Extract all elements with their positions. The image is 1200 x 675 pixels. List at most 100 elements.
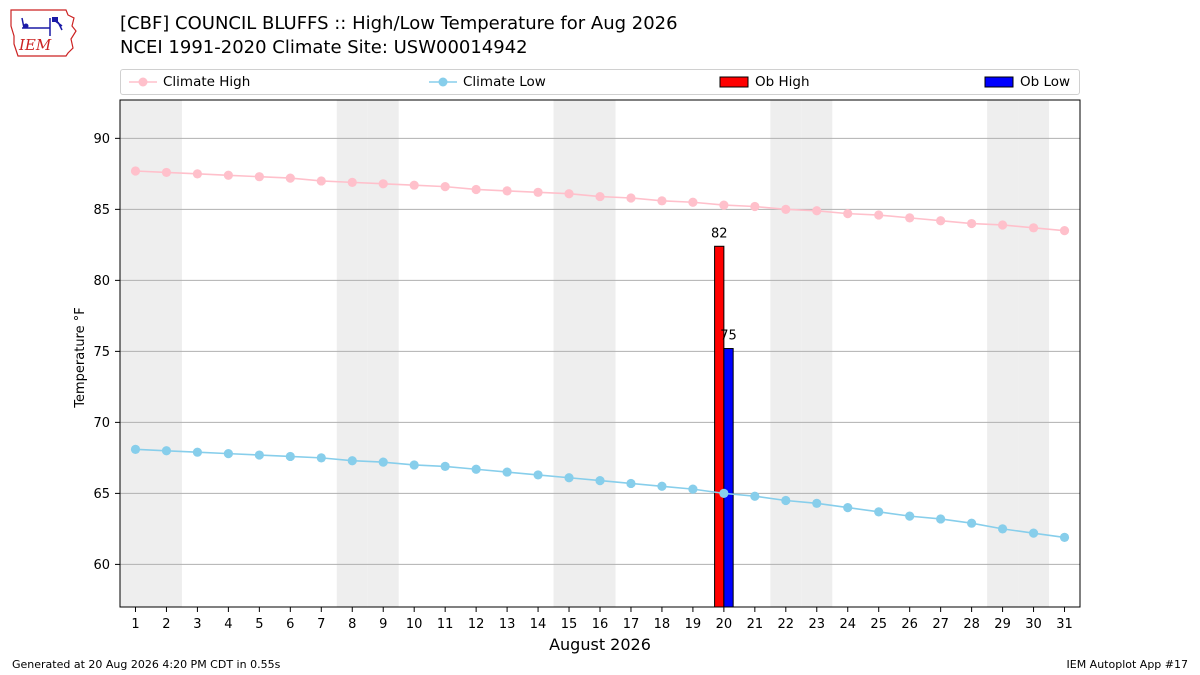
weekend-bands [120,100,1050,607]
x-tick-label-19: 19 [685,617,702,632]
x-tick-label-29: 29 [994,617,1011,632]
x-axis: 1 2 3 4 5 6 7 8 9 10 11 12 13 14 15 16 17 18 19 20 21 22 23 24 2… [131,607,1073,632]
climate-high-point-14 [533,187,543,197]
x-tick-label-13: 13 [499,617,516,632]
climate-high-point-19 [688,197,698,207]
iowa-outline-shape [10,9,77,57]
x-tick-label-2: 2 [162,617,170,632]
weather-instrument-icon [21,17,63,36]
climate-high-point-13 [502,186,512,196]
x-tick-label-18: 18 [654,617,671,632]
climate-low-point-16 [595,476,605,486]
climate-low-point-12 [471,464,481,474]
climate-low-point-15 [564,473,574,483]
ob-high-swatch-icon [719,76,749,88]
climate-low-point-14 [533,470,543,480]
weekend-band-16 [584,100,616,607]
climate-high-point-11 [440,182,450,192]
x-tick-label-20: 20 [716,617,733,632]
ob-high-bar-20 [714,245,725,608]
grid-lines [120,137,1080,565]
climate-high-point-21 [750,201,760,212]
ob-high-value-label-20: 82 [711,226,728,241]
climate-high-point-1 [130,166,141,176]
y-tick-label-80: 80 [93,274,110,289]
climate-low-point-8 [347,456,357,466]
weekend-band-9 [367,100,399,607]
climate-high-point-4 [223,170,233,180]
climate-high-point-24 [843,209,853,219]
x-tick-label-26: 26 [901,617,918,632]
climate-low-point-28 [967,518,977,528]
climate-high-point-15 [564,189,574,199]
climate-high-point-3 [192,169,203,179]
x-tick-label-5: 5 [255,617,263,632]
climate-low-point-22 [781,495,791,506]
climate-high-point-25 [874,210,884,220]
x-tick-label-8: 8 [348,617,356,632]
x-tick-label-24: 24 [839,617,856,632]
y-tick-label-60: 60 [93,558,110,573]
y-axis: 60 65 70 75 80 85 90 [93,132,120,573]
x-tick-label-23: 23 [809,617,826,632]
weekend-band-29 [987,100,1019,607]
chart-subtitle: NCEI 1991-2020 Climate Site: USW00014942 [120,37,528,58]
climate-high-point-6 [285,173,295,183]
x-tick-label-17: 17 [623,617,640,632]
climate-low-marker-icon [429,77,457,87]
climate-low-point-17 [626,478,636,489]
climate-low-point-27 [936,514,946,524]
legend-label-climate-low: Climate Low [463,74,546,90]
logo-text: IEM [18,36,52,54]
climate-high-point-12 [471,184,481,195]
x-tick-label-16: 16 [592,617,609,632]
instrument-dot-icon [23,23,29,29]
x-tick-label-21: 21 [747,617,764,632]
legend-entry-climate-high: Climate High [129,70,250,94]
x-tick-label-31: 31 [1056,617,1073,632]
weekend-band-8 [336,100,368,607]
x-tick-label-10: 10 [406,617,423,632]
y-tick-label-85: 85 [93,203,110,218]
y-tick-label-65: 65 [93,487,110,502]
climate-high-point-10 [409,180,419,190]
x-axis-label: August 2026 [549,635,651,654]
y-tick-label-70: 70 [93,416,110,431]
y-axis-label: Temperature °F [73,307,88,408]
climate-high-point-26 [905,213,915,223]
climate-high-point-31 [1059,226,1070,236]
weekend-band-22 [770,100,802,607]
ob-low-value-label-20: 75 [720,329,737,344]
app-credit: IEM Autoplot App #17 [1066,658,1189,671]
x-tick-label-30: 30 [1025,617,1042,632]
x-tick-label-12: 12 [468,617,485,632]
legend-label-ob-low: Ob Low [1020,74,1071,90]
climate-low-point-25 [874,507,884,517]
climate-high-point-7 [316,176,326,186]
legend-entry-ob-low: Ob Low [984,70,1070,94]
x-tick-label-28: 28 [963,617,980,632]
climate-high-point-29 [997,220,1008,230]
climate-low-point-29 [997,524,1008,534]
chart-title: [CBF] COUNCIL BLUFFS :: High/Low Tempera… [120,13,678,34]
x-tick-label-7: 7 [317,617,325,632]
climate-low-point-19 [688,484,698,494]
climate-low-point-24 [843,502,853,513]
climate-high-marker-icon [129,77,157,87]
climate-high-point-2 [161,167,172,178]
x-tick-label-25: 25 [870,617,887,632]
x-tick-label-11: 11 [437,617,454,632]
climate-high-point-20 [719,200,729,210]
climate-high-point-9 [378,179,388,189]
weekend-band-23 [801,100,833,607]
climate-low-point-3 [192,447,203,457]
climate-low-point-21 [750,491,760,501]
climate-lines [130,166,1070,543]
legend-label-ob-high: Ob High [755,74,810,90]
climate-low-point-6 [285,451,295,462]
weekend-band-15 [553,100,585,607]
climate-low-point-20 [719,488,729,498]
ob-low-bar-20 [723,348,734,608]
climate-low-point-13 [502,467,512,477]
